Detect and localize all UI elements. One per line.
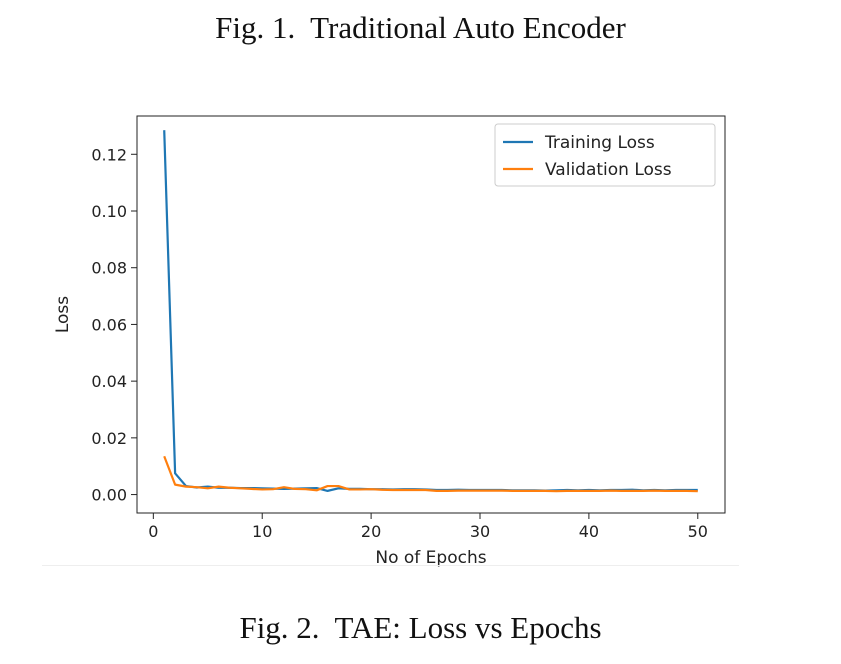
x-tick-label: 50: [688, 522, 708, 541]
legend-label: Training Loss: [544, 133, 655, 153]
divider: [42, 565, 739, 566]
figure-caption-bottom: Fig. 2. TAE: Loss vs Epochs: [239, 610, 602, 645]
y-tick-label: 0.06: [91, 315, 127, 334]
series-line-validation-loss: [163, 455, 698, 493]
y-tick-label: 0.04: [91, 372, 127, 391]
y-tick-label: 0.10: [91, 202, 127, 221]
y-tick-label: 0.08: [91, 259, 127, 278]
legend: Training Loss Validation Loss: [494, 123, 716, 187]
x-tick-label: 40: [579, 522, 599, 541]
legend-box: [494, 123, 716, 187]
x-axis-ticks: 0 10 20 30 40 50: [148, 513, 708, 541]
x-tick-label: 10: [252, 522, 272, 541]
x-tick-label: 30: [470, 522, 490, 541]
y-axis-ticks: 0.00 0.02 0.04 0.06 0.08 0.10 0.12: [91, 145, 137, 505]
y-axis-label: Loss: [53, 296, 73, 333]
x-tick-label: 20: [361, 522, 381, 541]
x-axis-label: No of Epochs: [375, 548, 486, 568]
y-tick-label: 0.12: [91, 145, 127, 164]
figure-caption-top: Fig. 1. Traditional Auto Encoder: [215, 10, 626, 45]
series-lines: [163, 130, 698, 493]
y-tick-label: 0.00: [91, 486, 127, 505]
x-tick-label: 0: [148, 522, 158, 541]
y-tick-label: 0.02: [91, 429, 127, 448]
legend-label: Validation Loss: [545, 160, 672, 180]
